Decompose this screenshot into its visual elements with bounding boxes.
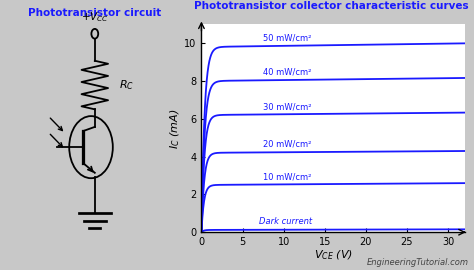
Text: $R_C$: $R_C$ — [119, 78, 135, 92]
Text: Phototransistor circuit: Phototransistor circuit — [28, 8, 162, 18]
Text: 30 mW/cm²: 30 mW/cm² — [263, 102, 311, 111]
Text: Phototransistor collector characteristic curves: Phototransistor collector characteristic… — [194, 1, 469, 11]
Text: 10 mW/cm²: 10 mW/cm² — [263, 172, 311, 181]
Text: 20 mW/cm²: 20 mW/cm² — [263, 140, 311, 149]
Text: 50 mW/cm²: 50 mW/cm² — [263, 34, 311, 43]
Text: 40 mW/cm²: 40 mW/cm² — [263, 68, 311, 77]
X-axis label: $V_{CE}$ (V): $V_{CE}$ (V) — [313, 248, 353, 262]
Text: $+V_{CC}$: $+V_{CC}$ — [81, 11, 109, 24]
Text: Dark current: Dark current — [259, 217, 312, 227]
Y-axis label: $I_C$ (mA): $I_C$ (mA) — [168, 108, 182, 148]
Text: EngineeringTutorial.com: EngineeringTutorial.com — [367, 258, 469, 267]
